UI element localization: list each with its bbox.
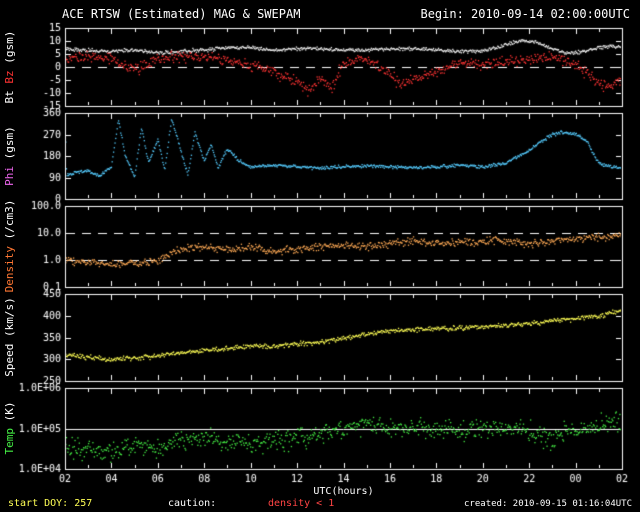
y-axis-label-temp: Temp (K) [3, 368, 17, 488]
footer-caution-label: caution: [168, 498, 217, 509]
y-axis-label-part-kms: (km/s) [3, 297, 16, 344]
y-axis-label-part-cm3: (/cm3) [3, 199, 16, 246]
x-axis-title: UTC(hours) [313, 486, 374, 497]
y-axis-label-part-gsm: (gsm) [3, 126, 16, 166]
footer-created-timestamp: created: 2010-09-15 01:16:04UTC [464, 499, 632, 509]
y-axis-label-part-gsm: (gsm) [3, 30, 16, 71]
y-axis-label-part-bz: Bz [3, 70, 16, 91]
y-axis-label-part-k: (K) [3, 401, 16, 428]
y-axis-label-part-temp: Temp [3, 428, 16, 455]
footer-caution-value: density < 1 [268, 498, 335, 509]
page-title: ACE RTSW (Estimated) MAG & SWEPAM [62, 7, 301, 21]
footer-start-doy: start DOY: 257 [8, 498, 93, 509]
y-axis-label-part-phi: Phi [3, 165, 16, 186]
begin-timestamp: Begin: 2010-09-14 02:00:00UTC [420, 7, 630, 21]
